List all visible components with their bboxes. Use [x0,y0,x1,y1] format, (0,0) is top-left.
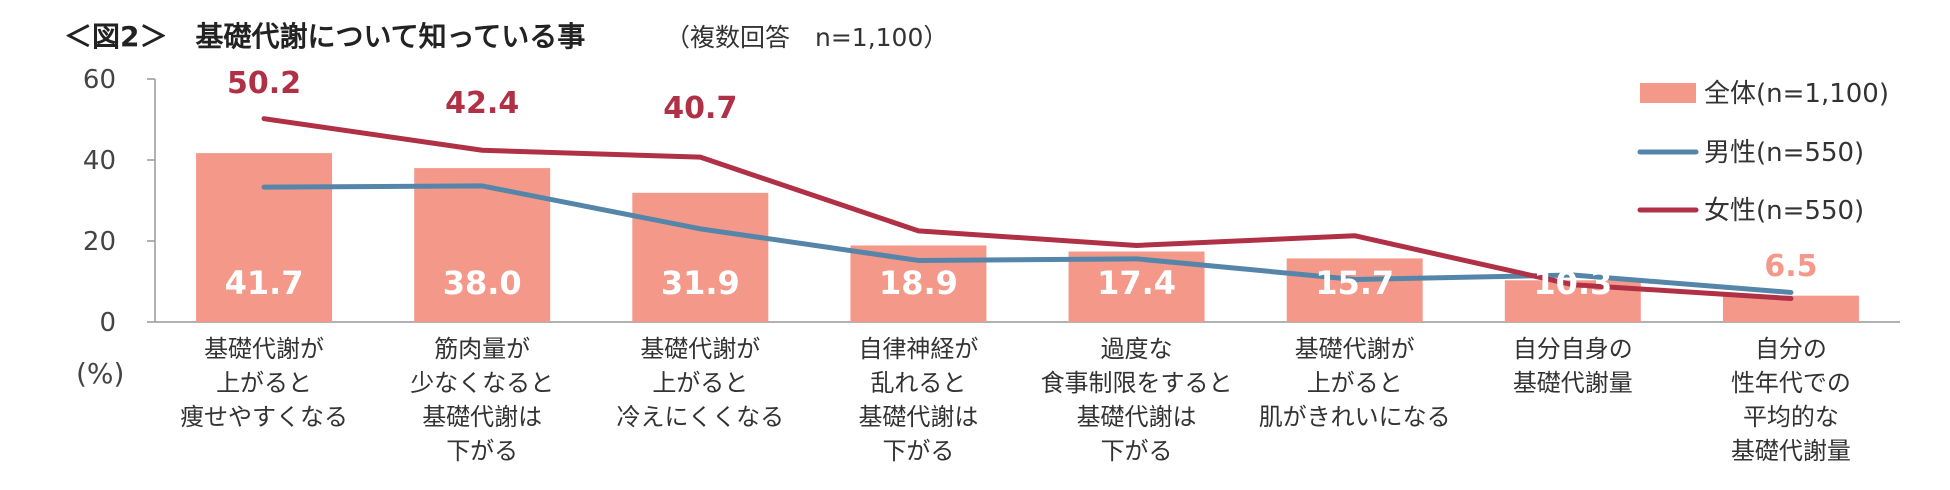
top-value-label: 42.4 [445,86,519,121]
top-value-label: 50.2 [227,66,301,101]
bar-value-label: 38.0 [443,264,522,302]
y-tick-label: 0 [99,308,116,338]
top-value-label: 40.7 [663,91,737,126]
bar-value-label: 41.7 [225,264,304,302]
top-value-labels: 50.2 42.4 40.7 6.5 [227,66,1817,284]
category-label: 筋肉量が少なくなると基礎代謝は下がる [410,335,554,465]
category-label: 基礎代謝が上がると痩せやすくなる [180,335,348,431]
bar [632,192,769,322]
legend-label: 全体(n=1,100) [1704,79,1889,109]
bar-value-label: 17.4 [1097,264,1176,302]
legend: 全体(n=1,100) 男性(n=550) 女性(n=550) [1637,79,1889,226]
category-label: 基礎代謝が上がると肌がきれいになる [1259,335,1451,431]
y-tick-label: 60 [83,65,116,95]
bar-value-label: 10.3 [1533,264,1612,302]
category-label: 自律神経が乱れると基礎代謝は下がる [858,335,978,465]
series-line [261,116,1794,302]
bar-value-labels: 41.7 38.0 31.9 18.9 17.4 15.7 10.3 [225,264,1613,302]
bar-value-label: 31.9 [661,264,740,302]
legend-label: 女性(n=550) [1704,196,1864,226]
bar-value-label: 15.7 [1315,264,1394,302]
y-axis-unit: (%) [76,357,124,390]
line-series [261,116,1794,302]
y-tick-label: 20 [83,227,116,257]
category-label: 自分の性年代での平均的な基礎代謝量 [1731,335,1851,465]
category-labels: 基礎代謝が上がると痩せやすくなる筋肉量が少なくなると基礎代謝は下がる基礎代謝が上… [180,335,1851,465]
legend-swatch [1640,83,1696,103]
y-tick-label: 40 [83,146,116,176]
bar [1286,258,1423,322]
chart-subtitle: （複数回答 n=1,100） [665,23,948,52]
legend-label: 男性(n=550) [1704,138,1864,168]
category-label: 基礎代謝が上がると冷えにくくなる [617,335,785,431]
bar-value-label: 18.9 [879,264,958,302]
category-label: 自分自身の基礎代謝量 [1513,335,1633,397]
chart-title: ＜図2＞ 基礎代謝について知っている事 [64,20,585,53]
bar [196,153,333,322]
top-value-label: 6.5 [1764,249,1817,284]
category-label: 過度な食事制限をすると基礎代謝は下がる [1041,335,1233,465]
